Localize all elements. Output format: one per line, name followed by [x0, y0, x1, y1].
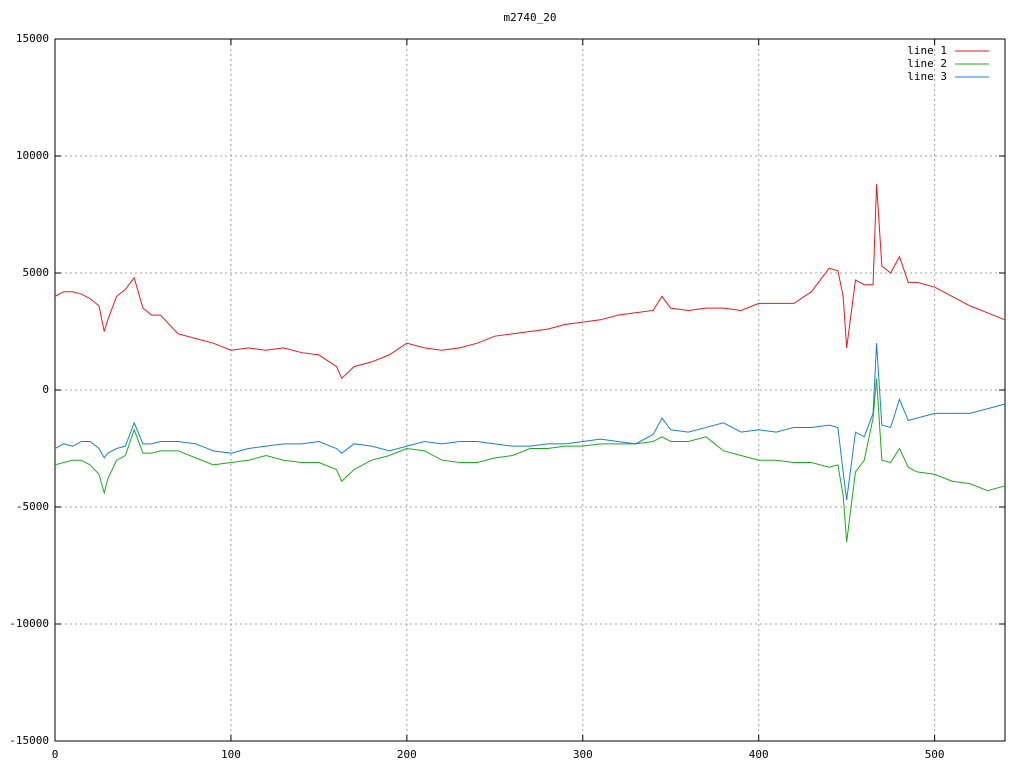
- y-tick-label: -10000: [9, 617, 49, 630]
- y-tick-label: 0: [42, 383, 49, 396]
- legend-label: line 3: [907, 70, 947, 83]
- x-tick-label: 300: [573, 748, 593, 761]
- data-line: [54, 378, 1006, 543]
- chart-title: m2740_20: [504, 11, 557, 24]
- legend-label: line 1: [907, 44, 947, 57]
- x-tick-label: 0: [52, 748, 59, 761]
- y-tick-label: 10000: [16, 149, 49, 162]
- x-tick-label: 400: [749, 748, 769, 761]
- y-tick-label: 15000: [16, 32, 49, 45]
- x-tick-label: 500: [925, 748, 945, 761]
- x-tick-label: 200: [397, 748, 417, 761]
- data-line: [54, 184, 1006, 380]
- y-tick-label: -5000: [16, 500, 49, 513]
- legend-label: line 2: [907, 57, 947, 70]
- x-tick-label: 100: [221, 748, 241, 761]
- data-line: [54, 343, 1006, 501]
- y-tick-label: -15000: [9, 734, 49, 747]
- y-tick-label: 5000: [23, 266, 50, 279]
